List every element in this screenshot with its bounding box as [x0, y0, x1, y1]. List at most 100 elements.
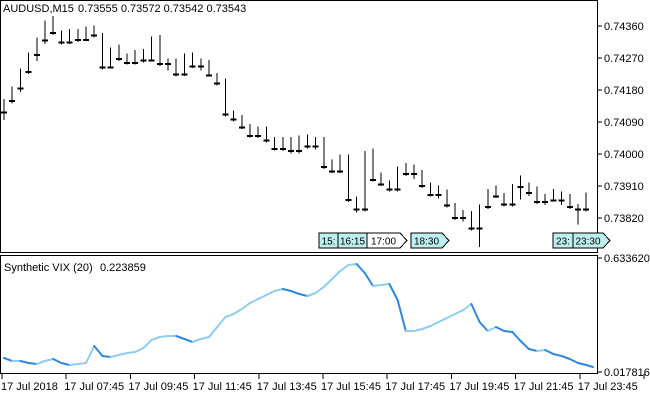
- candle-body: [17, 87, 24, 90]
- candle-body: [33, 53, 40, 56]
- vix-line-segment: [560, 355, 571, 360]
- candle-body: [427, 194, 434, 196]
- time-flag[interactable]: [366, 232, 408, 249]
- vix-line-segment: [158, 335, 169, 338]
- vix-line-segment: [552, 353, 563, 357]
- vix-line-segment: [175, 335, 186, 340]
- time-flag-label: 16:15: [340, 237, 365, 248]
- vix-line-layer: [3, 263, 594, 368]
- candle-body: [140, 59, 147, 62]
- vix-line-segment: [208, 326, 219, 338]
- candle-body: [181, 73, 188, 76]
- vix-line-segment: [191, 338, 202, 343]
- vix-line-segment: [306, 292, 317, 297]
- candle-body: [66, 41, 73, 44]
- vix-line-segment: [35, 360, 46, 365]
- candle-body: [542, 201, 549, 204]
- candle-body: [370, 179, 376, 182]
- candle-body: [452, 216, 458, 219]
- indicator-axis-label: 0.017816: [604, 367, 650, 379]
- time-axis-label: 17 Jul 07:45: [64, 381, 124, 393]
- vix-line-segment: [568, 358, 579, 364]
- candle-body: [197, 65, 204, 68]
- vix-line-segment: [527, 348, 538, 352]
- vix-line-segment: [486, 326, 497, 332]
- candle-body: [107, 66, 114, 69]
- vix-line-segment: [109, 354, 120, 358]
- candle-body: [443, 204, 450, 207]
- vix-line-segment: [257, 294, 268, 300]
- candle-body: [402, 173, 409, 176]
- time-flag-label: 23:30: [575, 237, 600, 248]
- candle-body: [91, 34, 98, 37]
- time-flag[interactable]: [410, 232, 450, 249]
- candle-body: [501, 203, 508, 206]
- vix-line-segment: [134, 347, 145, 353]
- candle-body: [468, 227, 475, 230]
- vix-line-segment: [462, 303, 473, 311]
- time-flag[interactable]: [572, 232, 611, 249]
- candle-body: [206, 74, 212, 77]
- vix-line-segment: [281, 288, 292, 292]
- candle-body: [50, 31, 57, 34]
- candle-body: [214, 82, 221, 85]
- candle-body: [173, 73, 180, 76]
- vix-line-segment: [273, 288, 284, 292]
- candle-body: [42, 39, 48, 42]
- price-axis-label: 0.74270: [604, 53, 644, 65]
- candle-body: [238, 126, 245, 129]
- candle-body: [304, 145, 311, 148]
- indicator-name-label: Synthetic VIX (20): [4, 262, 93, 274]
- indicator-axis-label: 0.633620: [604, 253, 650, 265]
- vix-line-segment: [265, 290, 276, 296]
- candle-body: [484, 206, 491, 209]
- price-axis-label: 0.73820: [604, 213, 644, 225]
- axes-layer: 0.74360 0.74270 0.74180 0.74090 0.74000 0.739…: [1, 21, 650, 393]
- candle-body: [329, 170, 335, 173]
- candle-body: [345, 199, 352, 201]
- vix-line-segment: [437, 317, 448, 323]
- price-chart-panel[interactable]: [0, 0, 598, 253]
- candle-body: [320, 165, 327, 168]
- time-flags-layer: 15: 16:15 17:00 18:30 23: 23:30: [318, 232, 611, 249]
- candle-body: [550, 199, 557, 202]
- candle-body: [312, 145, 319, 148]
- vix-line-segment: [142, 339, 153, 349]
- vix-line-segment: [117, 352, 128, 356]
- candle-body: [296, 149, 303, 152]
- vix-line-segment: [126, 351, 137, 354]
- candle-body: [566, 206, 573, 209]
- candle-body: [189, 65, 196, 68]
- vix-line-segment: [150, 336, 161, 341]
- vix-line-segment: [298, 293, 309, 297]
- vix-line-segment: [183, 338, 194, 343]
- time-flag-label: 23:: [556, 237, 570, 248]
- candle-body: [378, 183, 385, 186]
- candle-body: [460, 216, 467, 219]
- candle-body: [476, 227, 483, 230]
- candle-body: [525, 191, 532, 194]
- candle-body: [83, 39, 89, 41]
- price-axis-label: 0.74180: [604, 85, 644, 97]
- candle-body: [74, 39, 81, 41]
- candle-body: [58, 41, 65, 44]
- vix-line-segment: [76, 362, 87, 365]
- vix-line-segment: [216, 316, 227, 328]
- time-axis-label: 17 Jul 15:45: [321, 381, 381, 393]
- candle-body: [165, 62, 171, 65]
- vix-line-segment: [413, 328, 424, 332]
- vix-line-segment: [511, 331, 522, 342]
- candles-layer: [1, 16, 590, 248]
- time-axis-label: 17 Jul 2018: [1, 381, 58, 393]
- candle-body: [411, 173, 417, 176]
- vix-line-segment: [199, 336, 210, 340]
- candle-body: [263, 139, 270, 142]
- time-axis-label: 17 Jul 11:45: [193, 381, 252, 393]
- vix-line-segment: [577, 362, 588, 366]
- time-axis-label: 17 Jul 09:45: [128, 381, 188, 393]
- vix-line-segment: [3, 357, 14, 362]
- vix-line-segment: [322, 278, 333, 288]
- price-axis-label: 0.74000: [604, 149, 644, 161]
- vix-line-segment: [355, 263, 366, 274]
